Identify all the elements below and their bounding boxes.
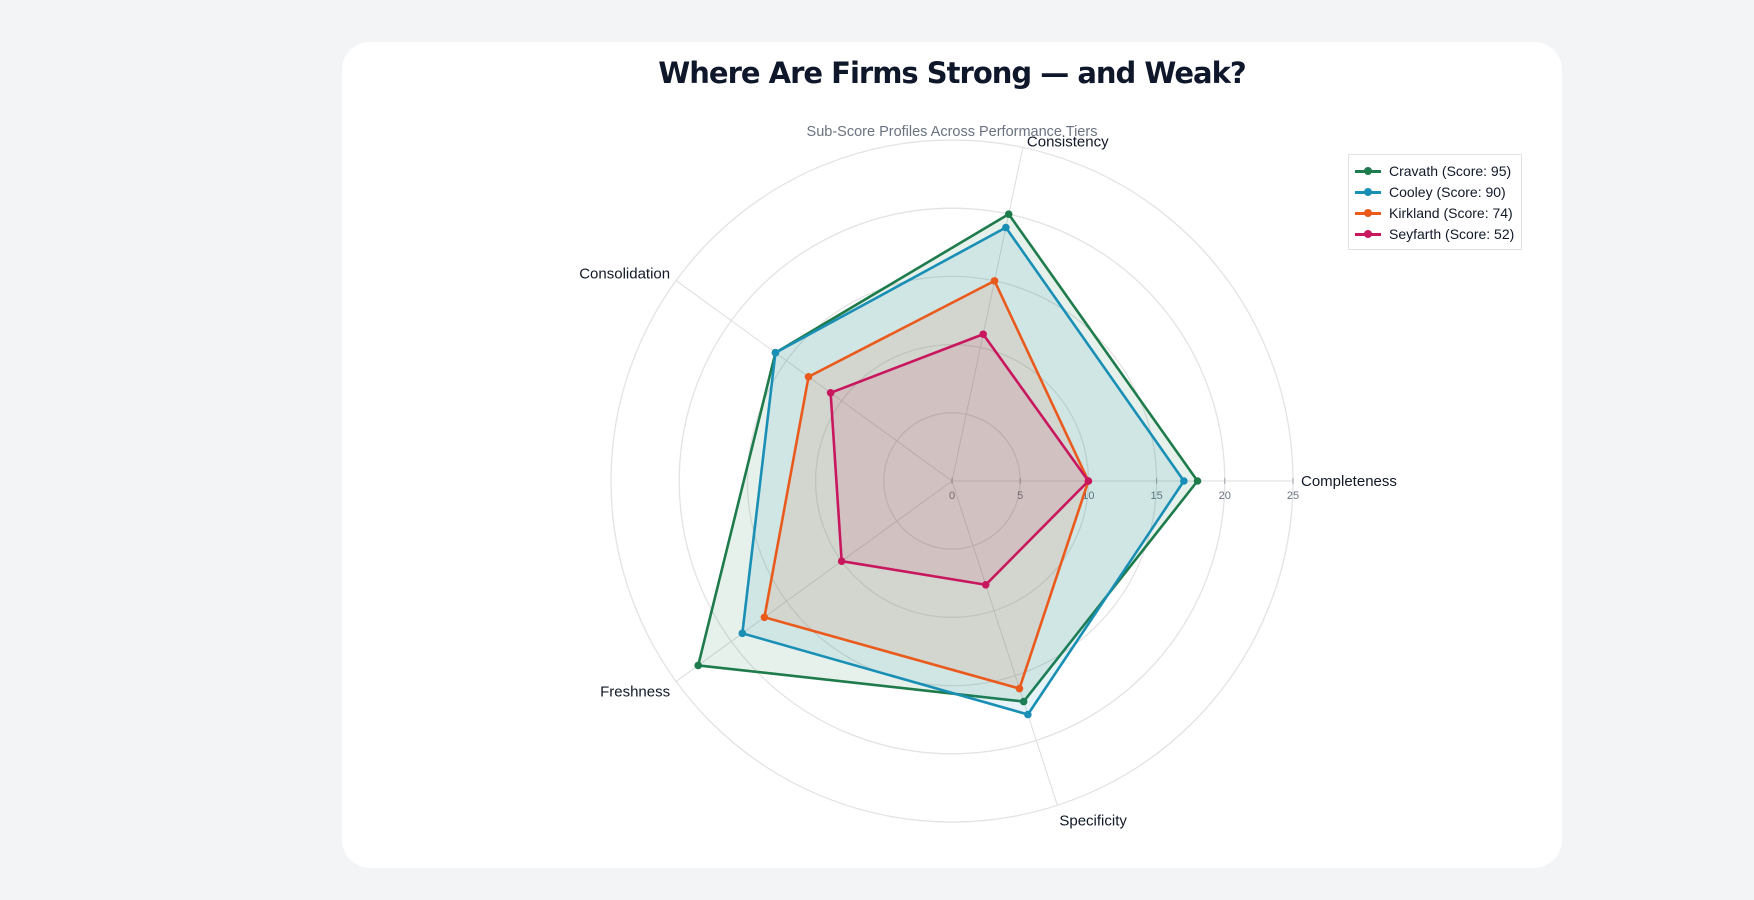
axis-labels: Completeness Consistency Consolidation Fres… bbox=[579, 133, 1397, 829]
chart-card: Where Are Firms Strong — and Weak? 05101… bbox=[342, 42, 1562, 868]
legend-swatch bbox=[1355, 207, 1381, 219]
radial-ticks: 0510152025 bbox=[949, 478, 1299, 502]
series-point bbox=[1084, 477, 1093, 485]
series-point bbox=[1004, 210, 1013, 218]
series-point bbox=[979, 330, 987, 339]
series-point bbox=[1002, 223, 1010, 232]
series-point bbox=[990, 277, 999, 285]
chart-title: Where Are Firms Strong — and Weak? bbox=[658, 56, 1246, 90]
legend-label: Kirkland (Score: 74) bbox=[1389, 204, 1513, 221]
tick-label: 25 bbox=[1287, 490, 1299, 502]
legend-item[interactable]: Cooley (Score: 90) bbox=[1349, 181, 1521, 202]
series-point bbox=[826, 389, 835, 397]
series-polygon bbox=[763, 279, 1090, 690]
series-point bbox=[1019, 697, 1028, 706]
series-point bbox=[837, 557, 846, 565]
series-polygon bbox=[829, 332, 1090, 587]
series-point bbox=[981, 580, 990, 589]
axis-label: Completeness bbox=[1301, 473, 1397, 490]
legend-label: Cooley (Score: 90) bbox=[1389, 183, 1506, 200]
radar-chart: 0510152025 Sub-Score Profiles Across Per… bbox=[579, 124, 1397, 829]
series-point bbox=[694, 661, 702, 670]
tick-label: 15 bbox=[1150, 490, 1162, 502]
legend-label: Seyfarth (Score: 52) bbox=[1389, 225, 1515, 242]
radar-grid bbox=[610, 139, 1294, 823]
tick-label: 20 bbox=[1219, 490, 1231, 502]
axis-label: Freshness bbox=[600, 683, 670, 700]
chart-legend: Cravath (Score: 95) Cooley (Score: 90) Kir… bbox=[1348, 154, 1522, 250]
legend-item[interactable]: Kirkland (Score: 74) bbox=[1349, 202, 1521, 223]
legend-swatch bbox=[1355, 186, 1381, 198]
legend-label: Cravath (Score: 95) bbox=[1389, 162, 1512, 179]
tick-label: 5 bbox=[1017, 490, 1023, 502]
series-point bbox=[1015, 684, 1024, 693]
series-point bbox=[1180, 477, 1188, 485]
series-polygon bbox=[741, 226, 1186, 716]
tick-label: 0 bbox=[949, 490, 955, 502]
series-polygon bbox=[696, 212, 1199, 703]
axis-label: Consolidation bbox=[579, 266, 670, 283]
legend-item[interactable]: Cravath (Score: 95) bbox=[1349, 160, 1521, 181]
series-point bbox=[738, 629, 747, 638]
series-point bbox=[760, 613, 769, 622]
axis-spoke bbox=[951, 147, 1024, 482]
axis-spoke bbox=[951, 480, 1058, 806]
series-point bbox=[1024, 710, 1032, 719]
axis-label: Specificity bbox=[1059, 812, 1127, 829]
series-point bbox=[1193, 477, 1202, 485]
series-point bbox=[771, 348, 780, 357]
series-point bbox=[804, 372, 813, 381]
axis-spoke bbox=[675, 280, 953, 482]
chart-subtitle: Sub-Score Profiles Across Performance Ti… bbox=[807, 124, 1098, 140]
legend-swatch bbox=[1355, 228, 1381, 240]
axis-spoke bbox=[675, 480, 953, 682]
legend-item[interactable]: Seyfarth (Score: 52) bbox=[1349, 223, 1521, 244]
axis-label: Consistency bbox=[1027, 133, 1109, 150]
legend-swatch bbox=[1355, 165, 1381, 177]
series-layer bbox=[694, 210, 1202, 719]
